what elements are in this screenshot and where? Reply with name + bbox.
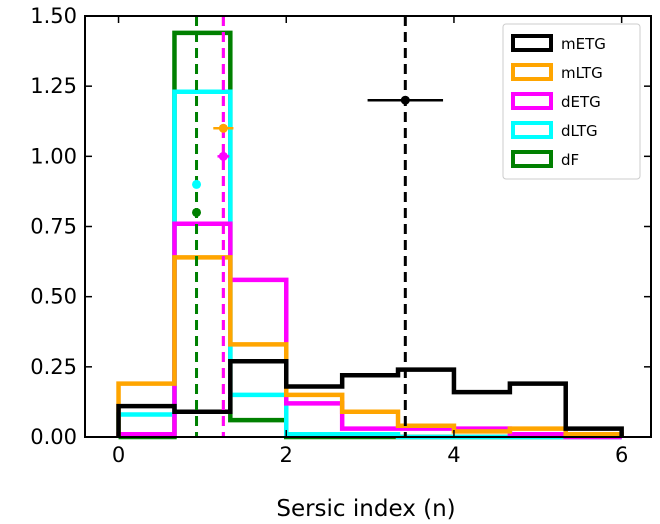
marker-mltg	[218, 123, 228, 133]
legend-label-dltg: dLTG	[561, 122, 598, 140]
legend-label-df: dF	[561, 151, 579, 169]
x-axis-title: Sersic index (n)	[276, 496, 455, 522]
axes: 0 2 4 6 0.00 0.25 0.50 0.75 1.00 1.25 1.50	[30, 4, 652, 467]
legend-label-mltg: mLTG	[561, 64, 603, 82]
legend: mETG mLTG dETG dLTG dF	[502, 23, 641, 180]
x-tick-label: 6	[615, 443, 628, 467]
legend-label-metg: mETG	[561, 35, 606, 53]
y-tick-label: 0.75	[30, 215, 77, 239]
legend-box	[502, 23, 641, 180]
legend-swatch-mltg	[511, 63, 553, 81]
legend-label-detg: dETG	[561, 93, 601, 111]
y-tick-label: 1.00	[30, 144, 77, 168]
y-tick-label: 0.00	[30, 425, 77, 449]
marker-df	[192, 207, 202, 217]
legend-swatch-metg	[511, 34, 553, 52]
marker-detg	[218, 151, 228, 161]
histogram-metg	[116, 358, 624, 437]
legend-swatch-df	[511, 150, 553, 168]
marker-metg	[400, 95, 410, 105]
y-tick-label: 0.50	[30, 285, 77, 309]
legend-swatch-dltg	[511, 121, 553, 139]
y-tick-label: 0.25	[30, 355, 77, 379]
x-tick-label: 2	[280, 443, 293, 467]
marker-dltg	[192, 179, 202, 189]
legend-swatch-detg	[511, 92, 553, 110]
y-tick-label: 1.25	[30, 74, 77, 98]
y-tick-label: 1.50	[30, 4, 77, 28]
histogram-mltg	[116, 255, 624, 437]
x-tick-label: 0	[112, 443, 125, 467]
x-tick-label: 4	[447, 443, 460, 467]
